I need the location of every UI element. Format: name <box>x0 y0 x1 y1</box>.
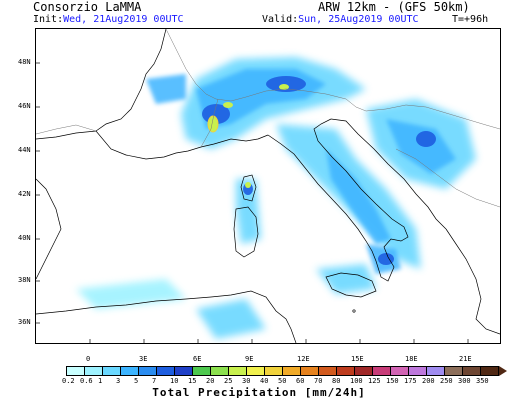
lon-label-21e: 21E <box>459 355 472 363</box>
legend-swatch <box>444 366 463 376</box>
legend-label: 40 <box>260 377 269 385</box>
legend-label: 25 <box>224 377 233 385</box>
legend-swatch <box>138 366 157 376</box>
lat-label-44n: 44N <box>18 146 31 154</box>
lon-label-6e: 6E <box>193 355 202 363</box>
legend-swatch <box>210 366 229 376</box>
legend-label: 70 <box>314 377 323 385</box>
lat-label-36n: 36N <box>18 318 31 326</box>
legend-swatch <box>174 366 193 376</box>
precipitation-map <box>35 28 501 344</box>
legend-swatch <box>228 366 247 376</box>
legend-swatch <box>480 366 499 376</box>
precip-field-max <box>207 84 289 188</box>
init-label: Init: <box>33 14 64 25</box>
legend-swatch <box>408 366 427 376</box>
legend-arrow-icon <box>499 366 507 376</box>
lon-label-9e: 9E <box>245 355 254 363</box>
legend-swatch <box>120 366 139 376</box>
legend-label: 20 <box>206 377 215 385</box>
init-value: Wed, 21Aug2019 00UTC <box>63 14 184 25</box>
org-title: Consorzio LaMMA <box>33 0 142 14</box>
legend-title: Total Precipitation [mm/24h] <box>152 386 366 399</box>
lon-label-18e: 18E <box>405 355 418 363</box>
legend-label: 150 <box>386 377 399 385</box>
lat-label-42n: 42N <box>18 190 31 198</box>
legend-label: 300 <box>458 377 471 385</box>
map-svg <box>36 29 500 343</box>
legend-swatch <box>372 366 391 376</box>
legend-swatch <box>84 366 103 376</box>
frame-ticks <box>36 62 469 343</box>
legend-label: 60 <box>296 377 305 385</box>
valid-value: Sun, 25Aug2019 00UTC <box>298 14 419 25</box>
legend-swatch <box>390 366 409 376</box>
lat-label-46n: 46N <box>18 102 31 110</box>
legend-label: 200 <box>422 377 435 385</box>
legend-label: 100 <box>350 377 363 385</box>
legend-swatch <box>156 366 175 376</box>
lon-label-12e: 12E <box>297 355 310 363</box>
model-title: ARW 12km - (GFS 50km) <box>318 0 470 14</box>
legend-swatch <box>300 366 319 376</box>
legend-swatch <box>462 366 481 376</box>
legend-label: 1 <box>98 377 103 385</box>
legend-label: 5 <box>134 377 139 385</box>
coastlines <box>36 29 500 343</box>
legend-swatch <box>66 366 85 376</box>
legend-swatch <box>354 366 373 376</box>
legend-label: 250 <box>440 377 453 385</box>
legend-label: 80 <box>332 377 341 385</box>
legend-swatch <box>318 366 337 376</box>
init-time: Init:Wed, 21Aug2019 00UTC <box>33 14 184 25</box>
legend-label: 10 <box>170 377 179 385</box>
legend-label: 7 <box>152 377 157 385</box>
legend-label: 175 <box>404 377 417 385</box>
lat-label-40n: 40N <box>18 234 31 242</box>
lon-label-15e: 15E <box>351 355 364 363</box>
legend-swatch <box>264 366 283 376</box>
lon-label-0: 0 <box>86 355 91 363</box>
legend-label: 50 <box>278 377 287 385</box>
legend-label: 125 <box>368 377 381 385</box>
legend-colorbar <box>66 366 507 376</box>
valid-time: Valid:Sun, 25Aug2019 00UTC <box>262 14 419 25</box>
legend-swatch <box>336 366 355 376</box>
legend-label: 3 <box>116 377 121 385</box>
country-borders <box>36 29 500 208</box>
lat-label-48n: 48N <box>18 58 31 66</box>
legend-label: 0.2 <box>62 377 75 385</box>
valid-label: Valid: <box>262 14 299 25</box>
legend-swatch <box>102 366 121 376</box>
legend-swatch <box>192 366 211 376</box>
legend-label: 0.6 <box>80 377 93 385</box>
forecast-step: T=+96h <box>452 14 489 25</box>
lat-label-38n: 38N <box>18 276 31 284</box>
legend-label: 350 <box>476 377 489 385</box>
legend-swatch <box>282 366 301 376</box>
legend-label: 30 <box>242 377 251 385</box>
lon-label-3e: 3E <box>139 355 148 363</box>
legend-swatch <box>246 366 265 376</box>
legend-label: 15 <box>188 377 197 385</box>
legend-swatch <box>426 366 445 376</box>
